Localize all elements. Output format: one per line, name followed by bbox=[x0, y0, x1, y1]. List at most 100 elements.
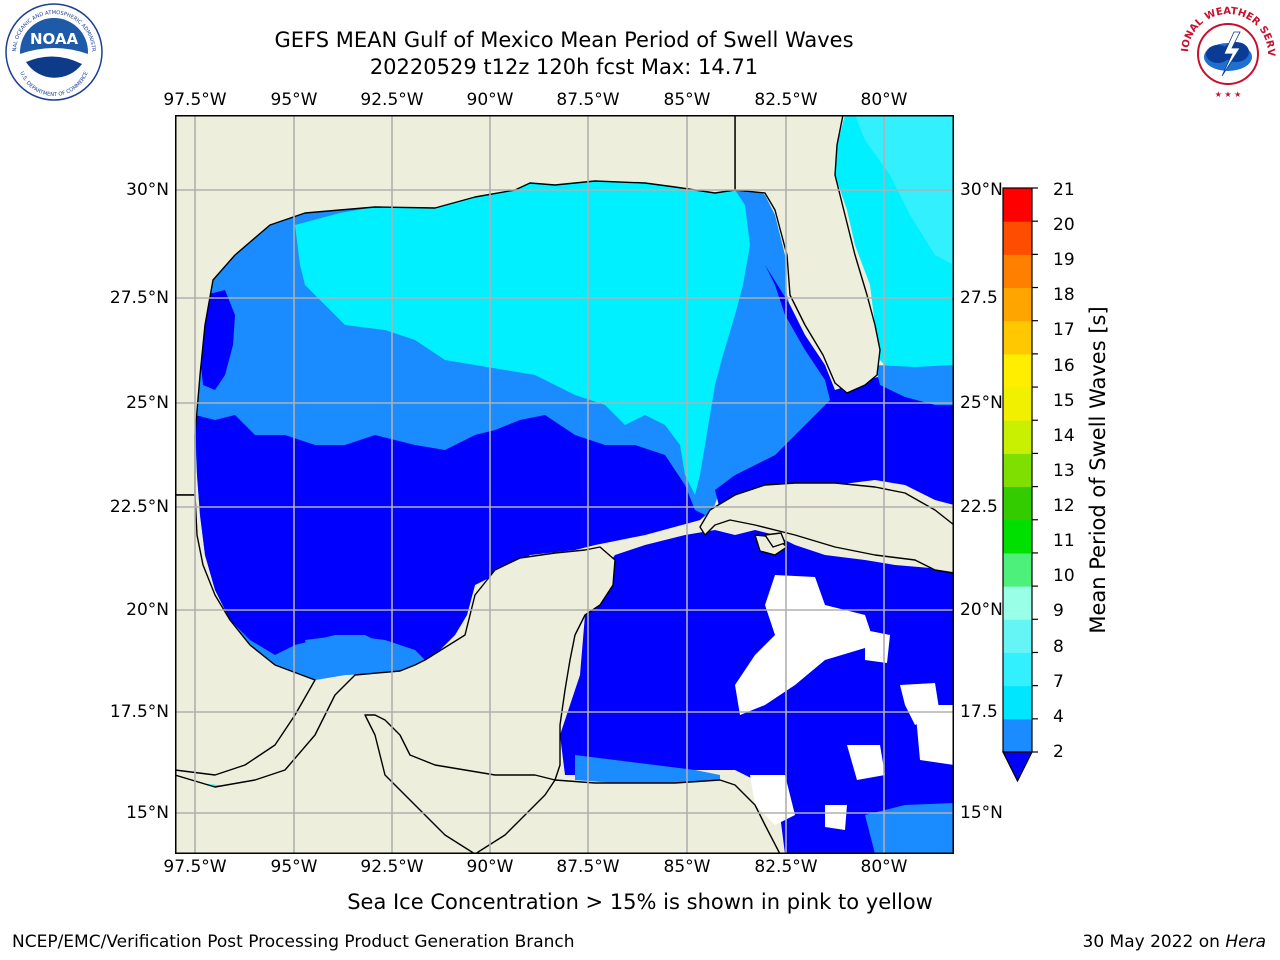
bahamas-field-below-2 bbox=[880, 385, 954, 505]
plot-subtitle: 20220529 t12z 120h fcst Max: 14.71 bbox=[369, 55, 759, 79]
isle-of-youth bbox=[764, 532, 786, 548]
colorbar-tick-label: 10 bbox=[1053, 566, 1075, 586]
gulf-field-below-2-northwest bbox=[200, 290, 235, 390]
nws-logo: NATIONAL WEATHER SERVICE ★ ★ ★ bbox=[1178, 2, 1276, 100]
lat-label-right: 25°N bbox=[960, 393, 1003, 413]
lat-label-left: 27.5°N bbox=[109, 288, 169, 308]
colorbar-bin bbox=[1003, 718, 1032, 753]
lon-label-top: 85°W bbox=[663, 90, 711, 110]
colorbar-tick-label: 18 bbox=[1053, 285, 1075, 305]
colorbar-bin bbox=[1003, 353, 1032, 388]
colorbar-label: Mean Period of Swell Waves [s] bbox=[1086, 306, 1110, 634]
colorbar-bin bbox=[1003, 552, 1032, 587]
colorbar-bin bbox=[1003, 254, 1032, 289]
honduras-field-2-4 bbox=[575, 755, 720, 783]
lon-label-bottom: 82.5°W bbox=[754, 857, 818, 877]
mexico-west-coast bbox=[175, 494, 316, 776]
map-frame bbox=[175, 115, 954, 854]
us-gulf-coast bbox=[175, 115, 736, 496]
lat-label-right: 20°N bbox=[960, 600, 1003, 620]
colorbar-bin bbox=[1003, 685, 1032, 720]
lat-label-left: 25°N bbox=[126, 393, 169, 413]
colorbar-tick-label: 12 bbox=[1053, 496, 1075, 516]
colorbar bbox=[1002, 187, 1038, 783]
colorbar-bin bbox=[1003, 387, 1032, 421]
lon-label-top: 80°W bbox=[860, 90, 908, 110]
colorbar-bin bbox=[1003, 188, 1032, 222]
svg-text:NOAA: NOAA bbox=[30, 30, 79, 48]
colorbar-bin bbox=[1003, 320, 1032, 355]
swell-period-map bbox=[175, 115, 954, 854]
lat-label-right: 30°N bbox=[960, 180, 1003, 200]
colorbar-tick-label: 7 bbox=[1053, 672, 1064, 692]
colorbar-frame bbox=[1002, 187, 1033, 753]
lon-label-top: 82.5°W bbox=[754, 90, 818, 110]
colorbar-bin bbox=[1003, 519, 1032, 554]
lon-label-top: 95°W bbox=[270, 90, 318, 110]
colorbar-tick-label: 11 bbox=[1053, 531, 1075, 551]
lon-label-bottom: 97.5°W bbox=[163, 857, 227, 877]
central-america-landmass bbox=[474, 779, 781, 854]
footer-credit: NCEP/EMC/Verification Post Processing Pr… bbox=[12, 932, 575, 952]
colorbar-tick-label: 21 bbox=[1053, 180, 1075, 200]
footer-date-text: 30 May 2022 on bbox=[1082, 932, 1220, 952]
lon-label-bottom: 85°W bbox=[663, 857, 711, 877]
colorbar-bin bbox=[1003, 287, 1032, 322]
sea-ice-note: Sea Ice Concentration > 15% is shown in … bbox=[0, 890, 1280, 914]
colorbar-bin bbox=[1003, 619, 1032, 653]
colorbar-bin bbox=[1003, 652, 1032, 687]
colorbar-tick-label: 4 bbox=[1053, 707, 1064, 727]
yucatan-landmass bbox=[175, 546, 616, 854]
plot-title: GEFS MEAN Gulf of Mexico Mean Period of … bbox=[274, 28, 854, 52]
colorbar-tick-label: 17 bbox=[1053, 320, 1075, 340]
colorbar-tick-label: 13 bbox=[1053, 461, 1075, 481]
lat-label-left: 20°N bbox=[126, 600, 169, 620]
colorbar-bin bbox=[1003, 486, 1032, 521]
east-field-below-2 bbox=[715, 265, 954, 510]
lon-label-top: 97.5°W bbox=[163, 90, 227, 110]
colorbar-tick-label: 14 bbox=[1053, 426, 1075, 446]
footer-system: Hera bbox=[1225, 932, 1266, 952]
gulf-field-4-6 bbox=[295, 181, 750, 495]
land-masses bbox=[175, 115, 954, 854]
graticule bbox=[175, 115, 954, 854]
cuba-island bbox=[699, 482, 954, 574]
gulf-field-below-2-west bbox=[195, 415, 705, 665]
lon-label-top: 92.5°W bbox=[360, 90, 424, 110]
colorbar-tick-label: 15 bbox=[1053, 391, 1075, 411]
colorbar-bin bbox=[1003, 586, 1032, 620]
lon-label-top: 87.5°W bbox=[556, 90, 620, 110]
lon-label-bottom: 90°W bbox=[466, 857, 514, 877]
colorbar-segments bbox=[1003, 188, 1032, 753]
lon-label-bottom: 87.5°W bbox=[556, 857, 620, 877]
lat-label-right: 17.5 bbox=[960, 702, 998, 722]
colorbar-tick-label: 19 bbox=[1053, 250, 1075, 270]
lon-label-bottom: 92.5°W bbox=[360, 857, 424, 877]
florida-peninsula bbox=[734, 115, 881, 394]
lon-label-bottom: 95°W bbox=[270, 857, 318, 877]
colorbar-tick-label: 16 bbox=[1053, 356, 1075, 376]
lat-label-left: 22.5°N bbox=[109, 497, 169, 517]
noaa-logo: NOAA NATIONAL OCEANIC AND ATMOSPHERIC AD… bbox=[4, 2, 103, 101]
colorbar-tick-label: 8 bbox=[1053, 637, 1064, 657]
colorbar-tick-label: 9 bbox=[1053, 601, 1064, 621]
colorbar-tick-label: 2 bbox=[1053, 742, 1064, 762]
southeast-field-2-4 bbox=[865, 803, 954, 854]
svg-text:★ ★ ★: ★ ★ ★ bbox=[1215, 90, 1242, 99]
footer-date: 30 May 2022 on Hera bbox=[1083, 932, 1267, 952]
sea-ice-note-text: Sea Ice Concentration > 15% is shown in … bbox=[347, 890, 933, 914]
colorbar-bin bbox=[1003, 221, 1032, 255]
lat-label-right: 15°N bbox=[960, 803, 1003, 823]
colorbar-bin bbox=[1003, 420, 1032, 454]
lat-label-right: 22.5 bbox=[960, 497, 998, 517]
colorbar-tick-marks bbox=[1032, 187, 1038, 753]
colorbar-under-extension bbox=[1002, 751, 1033, 783]
campeche-field-2-4 bbox=[305, 635, 425, 680]
lat-label-left: 17.5°N bbox=[109, 702, 169, 722]
lat-label-right: 27.5 bbox=[960, 288, 998, 308]
lon-label-top: 90°W bbox=[466, 90, 514, 110]
colorbar-tick-label: 20 bbox=[1053, 215, 1075, 235]
lat-label-left: 15°N bbox=[126, 803, 169, 823]
lon-label-bottom: 80°W bbox=[860, 857, 908, 877]
lat-label-left: 30°N bbox=[126, 180, 169, 200]
